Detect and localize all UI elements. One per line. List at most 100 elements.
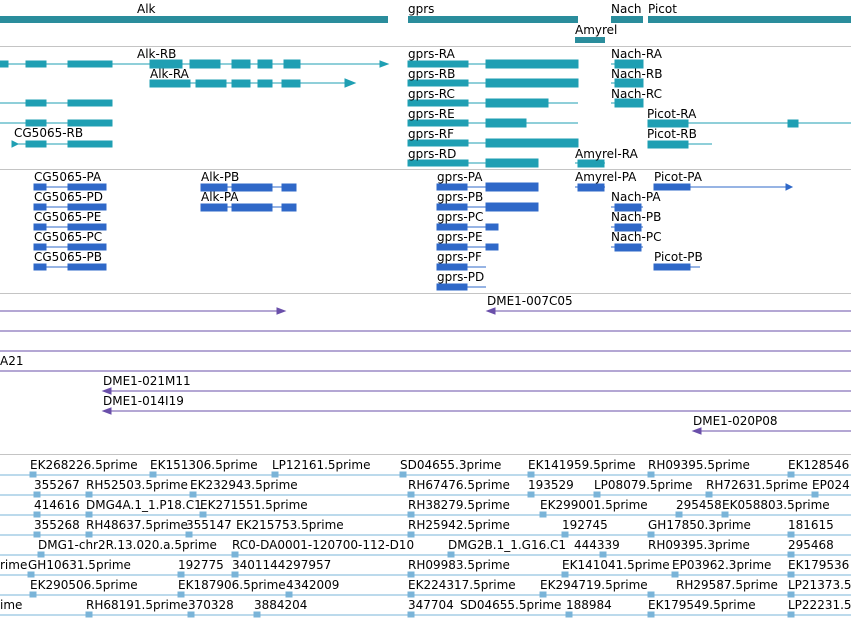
- est-label[interactable]: 347704: [408, 598, 454, 612]
- est-label[interactable]: RH09983.5prime: [408, 558, 510, 572]
- protein-label[interactable]: Picot-PA: [654, 170, 702, 184]
- est-label[interactable]: EK128546: [788, 458, 850, 472]
- est-label[interactable]: RH25942.5prime: [408, 518, 510, 532]
- protein-label[interactable]: Picot-PB: [654, 250, 703, 264]
- protein-label[interactable]: CG5065-PB: [34, 250, 103, 264]
- est-label[interactable]: GH10631.5prime: [28, 558, 131, 572]
- est-label[interactable]: SD04655.3prime: [400, 458, 502, 472]
- est-label[interactable]: EK299001.5prime: [540, 498, 648, 512]
- clone-label[interactable]: DME1-014I19: [103, 394, 184, 408]
- est-label[interactable]: RH52503.5prime: [86, 478, 188, 492]
- est-label[interactable]: EK058803.5prime: [722, 498, 830, 512]
- protein-label[interactable]: gprs-PF: [437, 250, 482, 264]
- est-label[interactable]: 355267: [34, 478, 80, 492]
- est-label[interactable]: 3401144297957: [232, 558, 332, 572]
- gene-bar-nach[interactable]: [611, 16, 643, 23]
- est-label[interactable]: EK271551.5prime: [200, 498, 308, 512]
- est-label[interactable]: 444339: [574, 538, 620, 552]
- est-label[interactable]: rime: [0, 558, 28, 572]
- est-label[interactable]: DMG2B.1_1.G16.C1: [448, 538, 567, 552]
- est-label[interactable]: EP024: [812, 478, 850, 492]
- transcript-label[interactable]: Picot-RA: [647, 107, 697, 121]
- clone-label[interactable]: DME1-021M11: [103, 374, 191, 388]
- est-label[interactable]: EK224317.5prime: [408, 578, 516, 592]
- protein-label[interactable]: CG5065-PC: [34, 230, 103, 244]
- est-label[interactable]: 181615: [788, 518, 834, 532]
- est-label[interactable]: 355147: [186, 518, 232, 532]
- est-label[interactable]: LP21373.5: [788, 578, 851, 592]
- protein-label[interactable]: Alk-PB: [201, 170, 240, 184]
- transcript-label[interactable]: gprs-RF: [408, 127, 454, 141]
- protein-label[interactable]: gprs-PA: [437, 170, 483, 184]
- est-label[interactable]: RH38279.5prime: [408, 498, 510, 512]
- est-label[interactable]: ime: [0, 598, 23, 612]
- protein-label[interactable]: Nach-PC: [611, 230, 662, 244]
- gene-label-picot[interactable]: Picot: [648, 2, 677, 16]
- protein-label[interactable]: Nach-PB: [611, 210, 662, 224]
- protein-label[interactable]: Amyrel-PA: [575, 170, 637, 184]
- protein-label[interactable]: CG5065-PD: [34, 190, 104, 204]
- protein-label[interactable]: gprs-PC: [437, 210, 484, 224]
- transcript-label[interactable]: Amyrel-RA: [575, 147, 638, 161]
- est-label[interactable]: EK232943.5prime: [190, 478, 298, 492]
- est-label[interactable]: EK294719.5prime: [540, 578, 648, 592]
- gene-bar-gprs[interactable]: [408, 16, 578, 23]
- gene-bar-picot[interactable]: [648, 16, 851, 23]
- transcript-label[interactable]: Picot-RB: [647, 127, 697, 141]
- protein-label[interactable]: gprs-PE: [437, 230, 483, 244]
- est-label[interactable]: DMG4A.1_1.P18.C1: [86, 498, 202, 512]
- transcript-label[interactable]: Nach-RC: [611, 87, 662, 101]
- est-label[interactable]: DMG1-chr2R.13.020.a.5prime: [38, 538, 217, 552]
- est-label[interactable]: 193529: [528, 478, 574, 492]
- gene-bar-amyrel[interactable]: [575, 37, 605, 43]
- transcript-label[interactable]: CG5065-RB: [14, 126, 84, 140]
- protein-label[interactable]: CG5065-PE: [34, 210, 102, 224]
- transcript-label[interactable]: gprs-RB: [408, 67, 456, 81]
- gene-label-amyrel[interactable]: Amyrel: [575, 23, 618, 37]
- est-label[interactable]: LP12161.5prime: [272, 458, 371, 472]
- est-label[interactable]: GH17850.3prime: [648, 518, 751, 532]
- transcript-label[interactable]: Alk-RA: [150, 67, 189, 81]
- est-label[interactable]: 295468: [788, 538, 834, 552]
- est-label[interactable]: EK141041.5prime: [562, 558, 670, 572]
- clone-label[interactable]: A21: [0, 354, 24, 368]
- est-label[interactable]: 370328: [188, 598, 234, 612]
- est-label[interactable]: EP03962.3prime: [672, 558, 772, 572]
- gene-label-nach[interactable]: Nach: [611, 2, 642, 16]
- est-label[interactable]: 188984: [566, 598, 612, 612]
- est-label[interactable]: 355268: [34, 518, 80, 532]
- est-label[interactable]: RH72631.5prime: [706, 478, 808, 492]
- est-label[interactable]: LP22231.5: [788, 598, 851, 612]
- gene-bar-alk[interactable]: [0, 16, 388, 23]
- est-label[interactable]: RH67476.5prime: [408, 478, 510, 492]
- protein-label[interactable]: CG5065-PA: [34, 170, 102, 184]
- est-label[interactable]: EK141959.5prime: [528, 458, 636, 472]
- est-label[interactable]: RH09395.3prime: [648, 538, 750, 552]
- est-label[interactable]: 4342009: [286, 578, 340, 592]
- transcript-label[interactable]: Nach-RA: [611, 47, 662, 61]
- est-label[interactable]: RH29587.5prime: [676, 578, 778, 592]
- protein-label[interactable]: Nach-PA: [611, 190, 661, 204]
- transcript-label[interactable]: gprs-RC: [408, 87, 455, 101]
- transcript-label[interactable]: Nach-RB: [611, 67, 663, 81]
- est-label[interactable]: RH48637.5prime: [86, 518, 188, 532]
- est-label[interactable]: 192745: [562, 518, 608, 532]
- est-label[interactable]: EK268226.5prime: [30, 458, 138, 472]
- transcript-label[interactable]: Alk-RB: [137, 47, 177, 61]
- gene-label-gprs[interactable]: gprs: [408, 2, 435, 16]
- clone-label[interactable]: DME1-007C05: [487, 294, 573, 308]
- clone-label[interactable]: DME1-020P08: [693, 414, 778, 428]
- protein-label[interactable]: Alk-PA: [201, 190, 239, 204]
- est-label[interactable]: EK215753.5prime: [236, 518, 344, 532]
- est-label[interactable]: EK151306.5prime: [150, 458, 258, 472]
- protein-label[interactable]: gprs-PD: [437, 270, 485, 284]
- est-label[interactable]: SD04655.5prime: [460, 598, 562, 612]
- est-label[interactable]: RH09395.5prime: [648, 458, 750, 472]
- est-label[interactable]: LP08079.5prime: [594, 478, 693, 492]
- est-label[interactable]: RH68191.5prime: [86, 598, 188, 612]
- transcript-label[interactable]: gprs-RD: [408, 147, 457, 161]
- est-label[interactable]: 192775: [178, 558, 224, 572]
- est-label[interactable]: EK290506.5prime: [30, 578, 138, 592]
- est-label[interactable]: EK179549.5prime: [648, 598, 756, 612]
- gene-label-alk[interactable]: Alk: [137, 2, 156, 16]
